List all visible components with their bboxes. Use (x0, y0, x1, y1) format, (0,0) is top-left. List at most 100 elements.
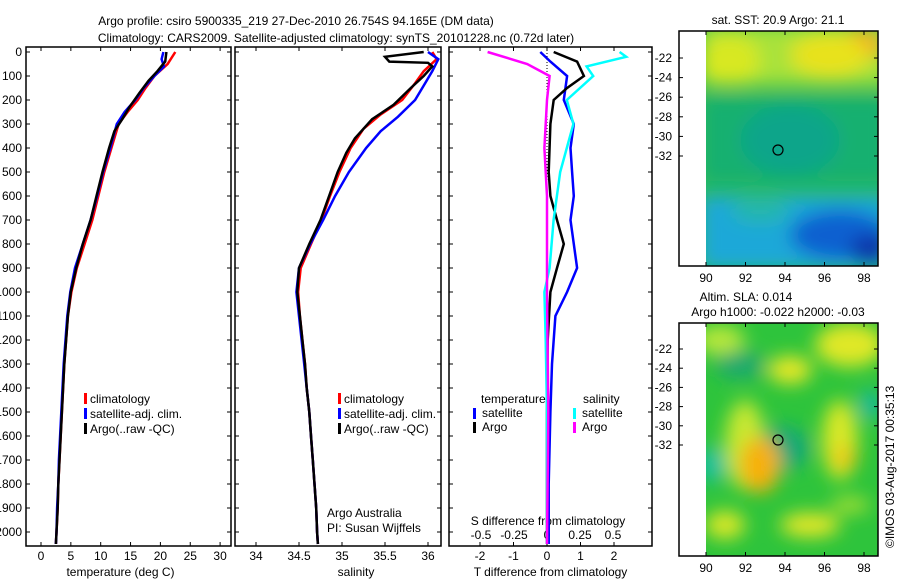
legend-swatch (573, 422, 576, 433)
lat-tick-label: -28 (655, 400, 673, 414)
depth-tick-label: 2000 (0, 525, 22, 539)
depth-tick-label: 1200 (0, 333, 22, 347)
x-tick-label: 1 (577, 549, 584, 563)
salinity-panel: 34 34.5 35 35.5 36 salinity climatologysatelli… (234, 46, 442, 579)
depth-tick-label: 1100 (0, 309, 22, 323)
sst-map-title: sat. SST: 20.9 Argo: 21.1 (712, 13, 845, 27)
figure-title-line2: Climatology: CARS2009. Satellite-adjuste… (98, 31, 574, 45)
depth-tick-label: 900 (2, 261, 22, 275)
depth-tick-label: 1000 (0, 285, 22, 299)
x-axis-label: temperature (deg C) (66, 565, 174, 579)
x-tick-label: 36 (421, 549, 435, 563)
legend-swatch (84, 408, 87, 419)
x-tick-label: 0 (38, 549, 45, 563)
lat-tick-label: -30 (655, 419, 673, 433)
depth-tick-label: 600 (2, 189, 22, 203)
depth-tick-label: 1400 (0, 381, 22, 395)
depth-tick-label: 1300 (0, 357, 22, 371)
lat-tick-label: -28 (655, 110, 673, 124)
lon-tick-label: 94 (778, 561, 792, 575)
x-tick-label: -2 (475, 549, 486, 563)
series-line-argo-raw-qc- (54, 51, 168, 545)
credit-institution: Argo Australia (327, 506, 402, 520)
x-tick-label: 35 (335, 549, 349, 563)
legend-label: Argo(..raw -QC) (90, 422, 175, 436)
lon-tick-label: 92 (739, 271, 753, 285)
plot-frame (234, 46, 442, 547)
depth-tick-label: 500 (2, 165, 22, 179)
legend-swatch (573, 408, 576, 419)
legend-title-temperature: temperature (481, 392, 546, 406)
x-tick-label: 20 (154, 549, 168, 563)
legend-label: satellite (482, 406, 523, 420)
depth-tick-label: 1500 (0, 405, 22, 419)
legend-label: climatology (90, 392, 150, 406)
x-tick-label: 5 (68, 549, 75, 563)
depth-tick-label: 1900 (0, 501, 22, 515)
legend-swatch (338, 423, 341, 434)
plot-frame (25, 46, 232, 547)
sst-map: sat. SST: 20.9 Argo: 21.1 90 92 94 96 98 -22 -… (655, 13, 879, 285)
lon-tick-label: 94 (778, 271, 792, 285)
sla-map: Altim. SLA: 0.014 Argo h1000: -0.022 h20… (655, 290, 879, 575)
lat-tick-label: -22 (655, 342, 673, 356)
legend-swatch (338, 393, 341, 404)
depth-tick-label: 0 (15, 45, 22, 59)
lon-tick-label: 90 (699, 561, 713, 575)
depth-tick-label: 1800 (0, 477, 22, 491)
legend-label: satellite-adj. clim. (90, 407, 182, 421)
x-tick-label: 0 (544, 549, 551, 563)
lon-tick-label: 98 (857, 561, 871, 575)
legend-label: Argo (482, 420, 508, 434)
legend-swatch (338, 408, 341, 419)
series-line-temperature-satellite (539, 51, 579, 544)
lat-tick-label: -32 (655, 149, 673, 163)
credit-pi: PI: Susan Wijffels (327, 521, 421, 535)
x-tick-label: 35.5 (373, 549, 397, 563)
depth-tick-label: 400 (2, 141, 22, 155)
x-tick-label: -1 (508, 549, 519, 563)
series-line-satellite-adj-clim- (54, 51, 166, 545)
x-tick-label: 15 (124, 549, 138, 563)
lon-tick-label: 92 (739, 561, 753, 575)
x-tick-label: 25 (184, 549, 198, 563)
lat-tick-label: -30 (655, 129, 673, 143)
x-tick-label: 30 (213, 549, 227, 563)
x-tick-label: 34 (249, 549, 263, 563)
lon-tick-label: 96 (818, 561, 832, 575)
temperature-panel: 0100200300400500600700800900100011001200… (0, 45, 232, 579)
lat-tick-label: -26 (655, 90, 673, 104)
s-diff-tick-label: -0.25 (500, 528, 528, 542)
legend-title-salinity: salinity (583, 392, 620, 406)
legend-swatch (84, 423, 87, 434)
depth-tick-label: 100 (2, 69, 22, 83)
lat-tick-label: -22 (655, 51, 673, 65)
lat-tick-label: -26 (655, 380, 673, 394)
series-line-temperature-argo (545, 50, 586, 544)
s-diff-tick-label: -0.5 (471, 528, 492, 542)
legend-swatch (473, 408, 476, 419)
x-axis-label: T difference from climatology (474, 565, 628, 579)
s-diff-tick-label: 0.25 (568, 528, 592, 542)
sla-map-title2: Argo h1000: -0.022 h2000: -0.03 (691, 305, 865, 319)
depth-tick-label: 700 (2, 213, 22, 227)
series-line-salinity-satellite (543, 50, 630, 544)
series-line-salinity-argo (487, 50, 551, 545)
plot-frame (448, 46, 653, 547)
lat-tick-label: -32 (655, 438, 673, 452)
depth-tick-label: 800 (2, 237, 22, 251)
series-line-argo-raw-qc- (296, 50, 435, 545)
x-tick-label: 10 (94, 549, 108, 563)
lat-tick-label: -24 (655, 71, 673, 85)
lat-tick-label: -24 (655, 361, 673, 375)
legend-label: satellite (582, 406, 623, 420)
float-position-marker (772, 434, 784, 446)
figure-title-line1: Argo profile: csiro 5900335_219 27-Dec-2… (98, 14, 494, 28)
float-position-marker (772, 144, 784, 156)
imos-timestamp: ©IMOS 03-Aug-2017 00:35:13 (883, 385, 897, 548)
legend-swatch (84, 393, 87, 404)
lon-tick-label: 98 (857, 271, 871, 285)
legend-label: satellite-adj. clim. (344, 407, 436, 421)
